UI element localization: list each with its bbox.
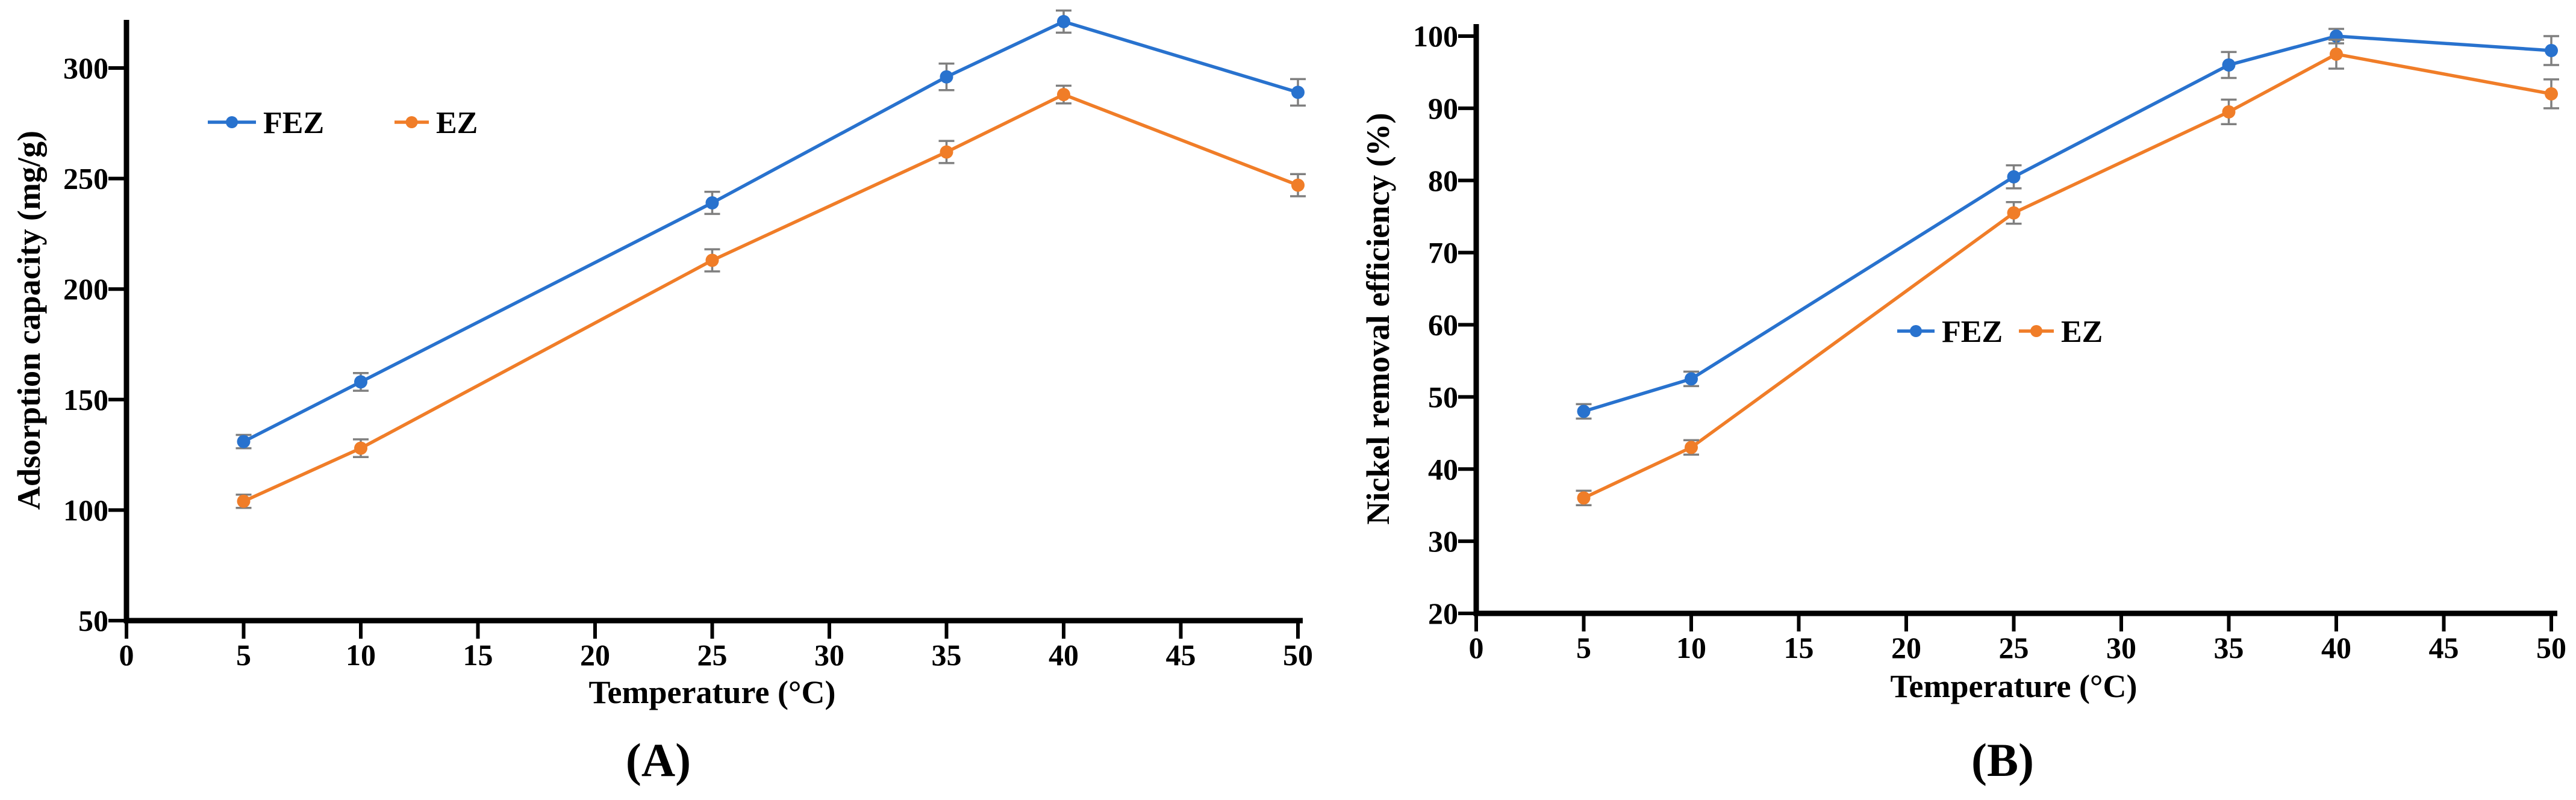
data-point-fez-b bbox=[1577, 405, 1591, 418]
x-axis-title-b: Temperature (°C) bbox=[1890, 668, 2137, 704]
data-point-ez-b bbox=[2222, 105, 2236, 119]
x-tick-label-a: 25 bbox=[697, 638, 728, 672]
x-tick-label-a: 20 bbox=[580, 638, 610, 672]
x-tick-label-b: 45 bbox=[2429, 631, 2459, 665]
y-tick-label-b: 90 bbox=[1428, 91, 1458, 125]
x-tick-label-a: 40 bbox=[1049, 638, 1079, 672]
data-point-fez-b bbox=[2545, 43, 2558, 57]
y-tick-label-b: 30 bbox=[1428, 524, 1458, 558]
legend-item-fez-a: FEZ bbox=[208, 106, 324, 140]
legend-label: FEZ bbox=[263, 106, 324, 140]
x-tick-label-b: 40 bbox=[2321, 631, 2351, 665]
y-tick-label-b: 20 bbox=[1428, 597, 1458, 630]
data-point-fez-a bbox=[237, 435, 251, 448]
legend-item-fez-b: FEZ bbox=[1897, 315, 2003, 349]
y-axis-title-a: Adsorption capacity (mg/g) bbox=[11, 131, 47, 510]
x-tick-label-b: 10 bbox=[1676, 631, 1706, 665]
legend-label: EZ bbox=[2061, 315, 2103, 349]
data-point-ez-a bbox=[1057, 88, 1070, 102]
x-tick-label-a: 30 bbox=[814, 638, 844, 672]
x-tick-label-b: 25 bbox=[1999, 631, 2029, 665]
data-point-ez-b bbox=[2330, 47, 2343, 61]
series-ez-a bbox=[235, 84, 1306, 509]
line-ez-b bbox=[1583, 52, 2552, 500]
legend-item-ez-b: EZ bbox=[2019, 315, 2103, 349]
data-point-ez-a bbox=[705, 253, 719, 267]
data-point-fez-b bbox=[1685, 372, 1698, 386]
chart-b-nickel-removal-efficiency: 20 30 40 50 60 70 80 90 100 0 5 10 15 20 25 30 35 40 45 50 T… bbox=[1360, 19, 2566, 704]
data-point-fez-a bbox=[354, 375, 367, 389]
series-fez-b bbox=[1576, 28, 2559, 420]
series-fez-a bbox=[235, 9, 1306, 450]
x-tick-label-a: 5 bbox=[236, 638, 251, 672]
data-point-fez-b bbox=[2007, 170, 2021, 184]
legend-marker bbox=[1910, 325, 1922, 337]
line-fez-b bbox=[1583, 34, 2552, 413]
y-axis-title-b: Nickel removal efficiency (%) bbox=[1360, 113, 1396, 524]
legend-item-ez-a: EZ bbox=[395, 106, 478, 140]
panel-b-caption: (B) bbox=[1971, 734, 2034, 786]
panel-a-caption: (A) bbox=[625, 734, 691, 786]
chart-a-adsorption-capacity: 50 100 150 200 250 300 0 5 10 15 20 25 30 35 40 45 50 Tem… bbox=[11, 9, 1313, 710]
data-point-ez-b bbox=[2545, 87, 2558, 101]
legend-marker bbox=[226, 116, 238, 128]
data-point-ez-b bbox=[2007, 206, 2021, 220]
x-tick-label-b: 15 bbox=[1784, 631, 1814, 665]
data-point-fez-b bbox=[2222, 58, 2236, 72]
data-point-ez-a bbox=[237, 494, 251, 508]
line-ez-a bbox=[243, 93, 1299, 503]
x-tick-label-a: 50 bbox=[1283, 638, 1313, 672]
x-tick-label-b: 20 bbox=[1891, 631, 1921, 665]
x-tick-label-b: 0 bbox=[1469, 631, 1484, 665]
legend-label: FEZ bbox=[1942, 315, 2003, 349]
line-fez-a bbox=[243, 20, 1299, 444]
series-ez-b bbox=[1576, 39, 2559, 506]
x-tick-label-b: 50 bbox=[2536, 631, 2566, 665]
y-tick-label-a: 100 bbox=[63, 493, 108, 527]
data-point-fez-a bbox=[940, 70, 953, 84]
legend-marker bbox=[2030, 325, 2042, 337]
y-tick-label-b: 40 bbox=[1428, 452, 1458, 486]
legend-marker bbox=[405, 116, 418, 128]
x-axis-title-a: Temperature (°C) bbox=[588, 674, 835, 710]
data-point-fez-a bbox=[1291, 85, 1305, 99]
legend-label: EZ bbox=[436, 106, 478, 140]
y-tick-label-b: 80 bbox=[1428, 164, 1458, 197]
x-tick-label-b: 30 bbox=[2106, 631, 2136, 665]
y-tick-label-a: 200 bbox=[63, 272, 108, 306]
data-point-fez-a bbox=[1057, 14, 1070, 28]
x-tick-label-a: 15 bbox=[463, 638, 493, 672]
y-tick-label-b: 70 bbox=[1428, 236, 1458, 270]
x-tick-label-a: 10 bbox=[346, 638, 376, 672]
data-point-ez-a bbox=[354, 441, 367, 455]
data-point-ez-b bbox=[1577, 491, 1591, 505]
x-tick-label-b: 5 bbox=[1576, 631, 1591, 665]
y-tick-label-b: 60 bbox=[1428, 308, 1458, 342]
y-tick-label-b: 50 bbox=[1428, 380, 1458, 414]
data-point-ez-b bbox=[1685, 441, 1698, 454]
x-tick-label-b: 35 bbox=[2214, 631, 2244, 665]
x-tick-label-a: 0 bbox=[119, 638, 134, 672]
y-tick-label-a: 300 bbox=[63, 51, 108, 85]
y-tick-label-b: 100 bbox=[1413, 19, 1458, 53]
data-point-fez-a bbox=[705, 196, 719, 209]
y-tick-label-a: 250 bbox=[63, 162, 108, 196]
x-tick-label-a: 45 bbox=[1166, 638, 1196, 672]
y-tick-label-a: 150 bbox=[63, 383, 108, 417]
y-tick-label-a: 50 bbox=[78, 604, 108, 637]
x-tick-label-a: 35 bbox=[932, 638, 962, 672]
data-point-ez-a bbox=[940, 145, 953, 159]
data-point-ez-a bbox=[1291, 178, 1305, 192]
